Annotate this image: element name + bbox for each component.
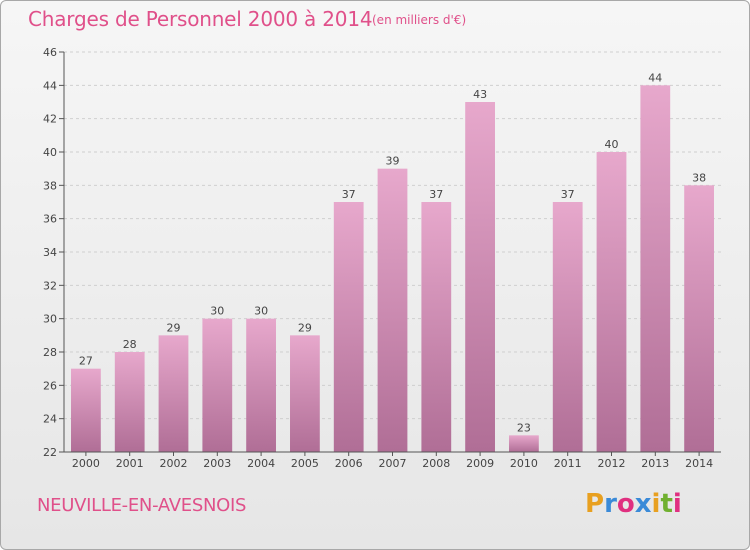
logo-letter: x — [634, 489, 652, 519]
bar — [465, 102, 495, 452]
x-tick-label: 2011 — [554, 457, 582, 470]
logo-letter: i — [672, 489, 682, 519]
data-label: 38 — [692, 171, 706, 184]
bar — [377, 168, 408, 452]
x-tick-label: 2001 — [116, 457, 144, 470]
y-tick-label: 42 — [43, 113, 57, 126]
bar — [596, 152, 627, 452]
y-tick-label: 24 — [43, 413, 57, 426]
x-tick-label: 2002 — [160, 457, 188, 470]
y-tick-label: 22 — [43, 446, 57, 459]
y-tick-label: 28 — [43, 346, 57, 359]
x-tick-label: 2013 — [641, 457, 669, 470]
x-tick-label: 2000 — [72, 457, 100, 470]
data-label: 40 — [605, 138, 619, 151]
x-tick-label: 2008 — [422, 457, 450, 470]
data-label: 28 — [123, 338, 137, 351]
y-tick-label: 34 — [43, 246, 57, 259]
commune-name: NEUVILLE-EN-AVESNOIS — [37, 495, 247, 516]
bar — [71, 368, 101, 452]
x-tick-label: 2012 — [598, 457, 626, 470]
y-tick-label: 26 — [43, 379, 57, 392]
data-label: 27 — [79, 355, 93, 368]
y-tick-label: 36 — [43, 213, 57, 226]
logo-letter: o — [616, 489, 635, 519]
y-tick-label: 46 — [43, 46, 57, 59]
bar — [333, 202, 364, 452]
data-label: 30 — [254, 305, 268, 318]
chart-title: Charges de Personnel 2000 à 2014 — [28, 7, 373, 31]
bar — [114, 352, 145, 452]
proxiti-logo[interactable]: Proxiti — [585, 489, 682, 519]
x-tick-label: 2009 — [466, 457, 494, 470]
bar — [158, 335, 189, 452]
y-tick-label: 38 — [43, 179, 57, 192]
data-label: 23 — [517, 421, 531, 434]
x-tick-label: 2003 — [203, 457, 231, 470]
data-label: 30 — [210, 305, 224, 318]
data-label: 39 — [386, 155, 400, 168]
x-tick-label: 2007 — [379, 457, 407, 470]
logo-letter: t — [660, 489, 673, 519]
bar — [640, 85, 671, 452]
x-tick-label: 2005 — [291, 457, 319, 470]
y-tick-label: 44 — [43, 79, 57, 92]
chart-subtitle: (en milliers d'€) — [372, 13, 467, 27]
bar — [421, 202, 452, 452]
bar — [509, 435, 539, 452]
logo-letter: i — [651, 489, 661, 519]
y-tick-label: 32 — [43, 279, 57, 292]
data-label: 37 — [429, 188, 443, 201]
y-tick-label: 30 — [43, 313, 57, 326]
bar — [552, 202, 583, 452]
bar — [290, 335, 320, 452]
x-tick-label: 2004 — [247, 457, 275, 470]
data-label: 44 — [648, 71, 662, 84]
x-tick-label: 2010 — [510, 457, 538, 470]
x-tick-label: 2006 — [335, 457, 363, 470]
data-label: 29 — [167, 321, 181, 334]
y-tick-label: 40 — [43, 146, 57, 159]
data-label: 37 — [561, 188, 575, 201]
data-label: 29 — [298, 321, 312, 334]
logo-letter: r — [604, 489, 617, 519]
bar — [202, 318, 233, 452]
data-label: 37 — [342, 188, 356, 201]
bar — [684, 185, 714, 453]
x-tick-label: 2014 — [685, 457, 713, 470]
bar — [246, 318, 276, 452]
logo-letter: P — [585, 489, 605, 519]
data-label: 43 — [473, 88, 487, 101]
